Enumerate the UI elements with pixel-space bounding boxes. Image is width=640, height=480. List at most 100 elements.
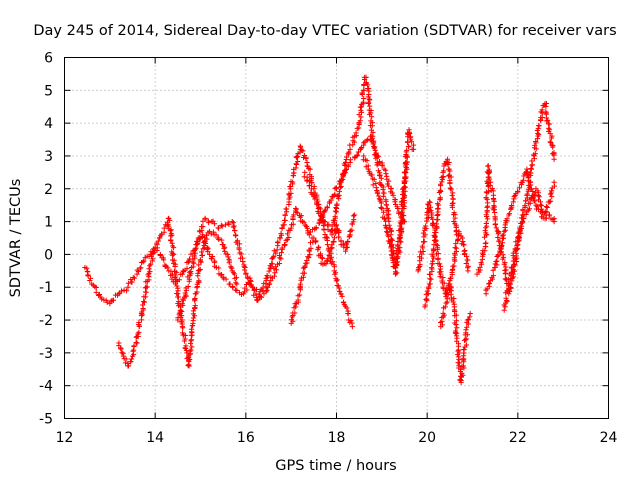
trace-d-point	[328, 250, 334, 256]
trace-l-point	[542, 212, 548, 218]
trace-g-point	[465, 316, 472, 323]
trace-b-point	[141, 299, 148, 305]
trace-c-point	[191, 253, 198, 259]
trace-f-point	[370, 182, 376, 188]
trace-l-point	[546, 199, 553, 205]
trace-h-point	[437, 195, 443, 201]
trace-a-point	[278, 250, 285, 256]
trace-a-point	[255, 297, 261, 303]
trace-l-point	[514, 242, 520, 249]
trace-b-point	[190, 308, 197, 314]
trace-a-point	[282, 242, 288, 248]
trace-a-point	[389, 190, 395, 196]
trace-e-point	[381, 190, 387, 196]
trace-e-point	[346, 151, 352, 157]
trace-d-point	[342, 248, 349, 254]
trace-c-point	[206, 220, 212, 226]
trace-e-point	[373, 155, 379, 161]
trace-e-point	[358, 107, 364, 114]
trace-f-point	[410, 146, 417, 152]
trace-b-point	[136, 319, 142, 326]
trace-b-point	[196, 262, 202, 268]
trace-c-point	[266, 268, 272, 274]
trace-c-point	[243, 271, 249, 277]
trace-e-point	[361, 87, 367, 93]
y-tick-label: 1	[44, 215, 53, 231]
trace-h-point	[448, 186, 454, 192]
trace-k-point	[483, 287, 489, 293]
trace-c-point	[219, 223, 225, 229]
trace-c-point	[336, 285, 342, 291]
trace-c-point	[253, 286, 260, 293]
trace-b-point	[170, 251, 176, 258]
trace-a-point	[140, 259, 146, 265]
trace-e-point	[375, 161, 381, 167]
trace-j-point	[478, 260, 484, 266]
trace-b-point	[136, 329, 142, 335]
trace-h-point	[435, 206, 441, 212]
trace-a-point	[390, 192, 396, 198]
trace-h-point	[449, 192, 455, 198]
trace-f-point	[394, 262, 400, 268]
x-tick-labels: 12 14 16 18 20 22 24	[56, 430, 618, 446]
trace-j-point	[484, 213, 490, 220]
trace-a-point	[392, 199, 398, 205]
trace-l-point	[518, 223, 525, 229]
trace-l-point	[501, 307, 507, 313]
trace-f-point	[398, 227, 404, 233]
trace-k-point	[504, 216, 510, 222]
trace-g-point	[437, 274, 443, 280]
trace-g-point	[456, 360, 462, 366]
trace-b-point	[178, 318, 184, 325]
trace-b-point	[192, 303, 198, 309]
trace-e-point	[312, 196, 318, 202]
trace-j-point	[551, 156, 557, 162]
trace-b-point	[146, 266, 152, 272]
trace-c-point	[176, 311, 182, 317]
trace-f-point	[371, 176, 377, 182]
trace-b-point	[228, 264, 234, 270]
trace-j-point	[484, 204, 490, 210]
trace-c-point	[256, 294, 263, 300]
trace-g-point	[452, 330, 459, 336]
trace-f-point	[396, 248, 402, 254]
trace-a-point	[298, 213, 304, 219]
trace-l-point	[505, 277, 511, 283]
y-tick-label: 4	[44, 116, 53, 132]
trace-e-point	[374, 162, 380, 168]
trace-g-point	[464, 319, 470, 325]
trace-a-point	[316, 220, 322, 226]
trace-c-point	[232, 232, 239, 238]
trace-i-point	[440, 310, 446, 316]
trace-c-point	[283, 206, 290, 212]
trace-a-point	[265, 284, 271, 290]
trace-l-point	[547, 198, 554, 204]
trace-j-point	[546, 121, 552, 127]
trace-i-point	[465, 257, 471, 263]
trace-l-point	[523, 211, 529, 218]
trace-e-point	[342, 159, 349, 166]
trace-c-point	[278, 231, 284, 237]
trace-g-point	[419, 243, 425, 249]
trace-b-point	[192, 296, 198, 303]
trace-a-point	[123, 288, 130, 294]
trace-j-point	[533, 146, 539, 152]
trace-l-point	[548, 188, 555, 194]
trace-j-point	[477, 264, 483, 270]
trace-c-point	[349, 324, 355, 330]
trace-j-point	[484, 216, 491, 222]
trace-l-point	[503, 295, 509, 301]
trace-l-point	[510, 258, 516, 264]
trace-b-point	[225, 254, 231, 260]
trace-a-point	[291, 212, 297, 218]
trace-e-point	[378, 175, 384, 182]
trace-a-point	[125, 280, 132, 286]
trace-j-point	[482, 228, 488, 234]
trace-b-point	[192, 305, 198, 312]
trace-a-point	[118, 288, 125, 294]
trace-f-point	[401, 178, 407, 184]
y-tick-label: -2	[39, 313, 53, 329]
trace-j-point	[492, 221, 498, 228]
trace-i-point	[452, 252, 458, 258]
trace-d-point	[328, 245, 334, 252]
